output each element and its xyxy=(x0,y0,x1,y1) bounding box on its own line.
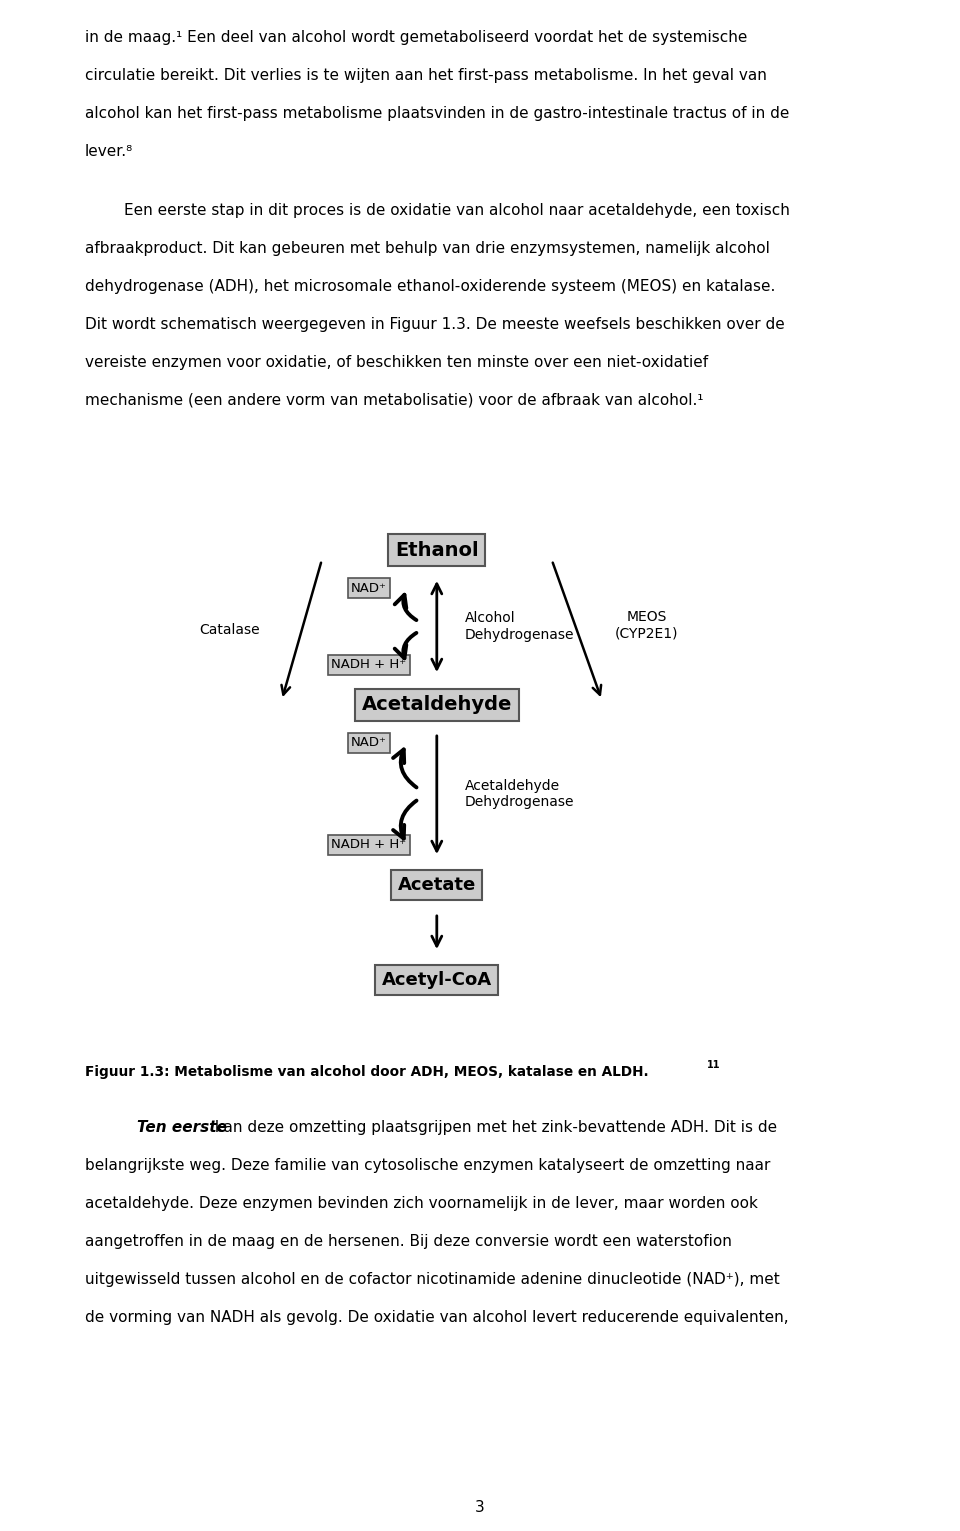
Text: Een eerste stap in dit proces is de oxidatie van alcohol naar acetaldehyde, een : Een eerste stap in dit proces is de oxid… xyxy=(85,204,790,217)
Text: Ten eerste: Ten eerste xyxy=(137,1121,227,1134)
Text: 3: 3 xyxy=(475,1500,485,1516)
Text: circulatie bereikt. Dit verlies is te wijten aan het first-pass metabolisme. In : circulatie bereikt. Dit verlies is te wi… xyxy=(85,67,767,83)
Text: mechanisme (een andere vorm van metabolisatie) voor de afbraak van alcohol.¹: mechanisme (een andere vorm van metaboli… xyxy=(85,393,704,407)
Text: dehydrogenase (ADH), het microsomale ethanol-oxiderende systeem (MEOS) en katala: dehydrogenase (ADH), het microsomale eth… xyxy=(85,279,776,294)
Text: vereiste enzymen voor oxidatie, of beschikken ten minste over een niet-oxidatief: vereiste enzymen voor oxidatie, of besch… xyxy=(85,355,708,371)
Text: Ethanol: Ethanol xyxy=(395,540,479,559)
Text: acetaldehyde. Deze enzymen bevinden zich voornamelijk in de lever, maar worden o: acetaldehyde. Deze enzymen bevinden zich… xyxy=(85,1196,757,1211)
Text: Dit wordt schematisch weergegeven in Figuur 1.3. De meeste weefsels beschikken o: Dit wordt schematisch weergegeven in Fig… xyxy=(85,317,784,332)
Text: aangetroffen in de maag en de hersenen. Bij deze conversie wordt een waterstofio: aangetroffen in de maag en de hersenen. … xyxy=(85,1234,732,1249)
Text: NAD⁺: NAD⁺ xyxy=(350,736,387,750)
Text: Acetaldehyde: Acetaldehyde xyxy=(362,695,512,715)
Text: Acetate: Acetate xyxy=(397,876,476,894)
Text: 11: 11 xyxy=(707,1059,721,1070)
Text: Figuur 1.3: Metabolisme van alcohol door ADH, MEOS, katalase en ALDH.: Figuur 1.3: Metabolisme van alcohol door… xyxy=(85,1066,649,1079)
Text: Acetaldehyde
Dehydrogenase: Acetaldehyde Dehydrogenase xyxy=(465,779,574,808)
Text: afbraakproduct. Dit kan gebeuren met behulp van drie enzymsystemen, namelijk alc: afbraakproduct. Dit kan gebeuren met beh… xyxy=(85,240,770,256)
Text: NADH + H⁺: NADH + H⁺ xyxy=(331,839,406,851)
Text: lever.⁸: lever.⁸ xyxy=(85,144,133,159)
Text: MEOS
(CYP2E1): MEOS (CYP2E1) xyxy=(615,609,679,640)
Text: de vorming van NADH als gevolg. De oxidatie van alcohol levert reducerende equiv: de vorming van NADH als gevolg. De oxida… xyxy=(85,1311,788,1324)
Text: uitgewisseld tussen alcohol en de cofactor nicotinamide adenine dinucleotide (NA: uitgewisseld tussen alcohol en de cofact… xyxy=(85,1272,780,1288)
Text: Alcohol
Dehydrogenase: Alcohol Dehydrogenase xyxy=(465,611,574,641)
Text: kan deze omzetting plaatsgrijpen met het zink-bevattende ADH. Dit is de: kan deze omzetting plaatsgrijpen met het… xyxy=(210,1121,778,1134)
Text: in de maag.¹ Een deel van alcohol wordt gemetaboliseerd voordat het de systemisc: in de maag.¹ Een deel van alcohol wordt … xyxy=(85,31,748,44)
Text: belangrijkste weg. Deze familie van cytosolische enzymen katalyseert de omzettin: belangrijkste weg. Deze familie van cyto… xyxy=(85,1157,770,1173)
Text: alcohol kan het first-pass metabolisme plaatsvinden in de gastro-intestinale tra: alcohol kan het first-pass metabolisme p… xyxy=(85,106,789,121)
Text: Catalase: Catalase xyxy=(200,623,260,637)
Text: NADH + H⁺: NADH + H⁺ xyxy=(331,658,406,672)
Text: Acetyl-CoA: Acetyl-CoA xyxy=(382,971,492,989)
Text: NAD⁺: NAD⁺ xyxy=(350,582,387,594)
